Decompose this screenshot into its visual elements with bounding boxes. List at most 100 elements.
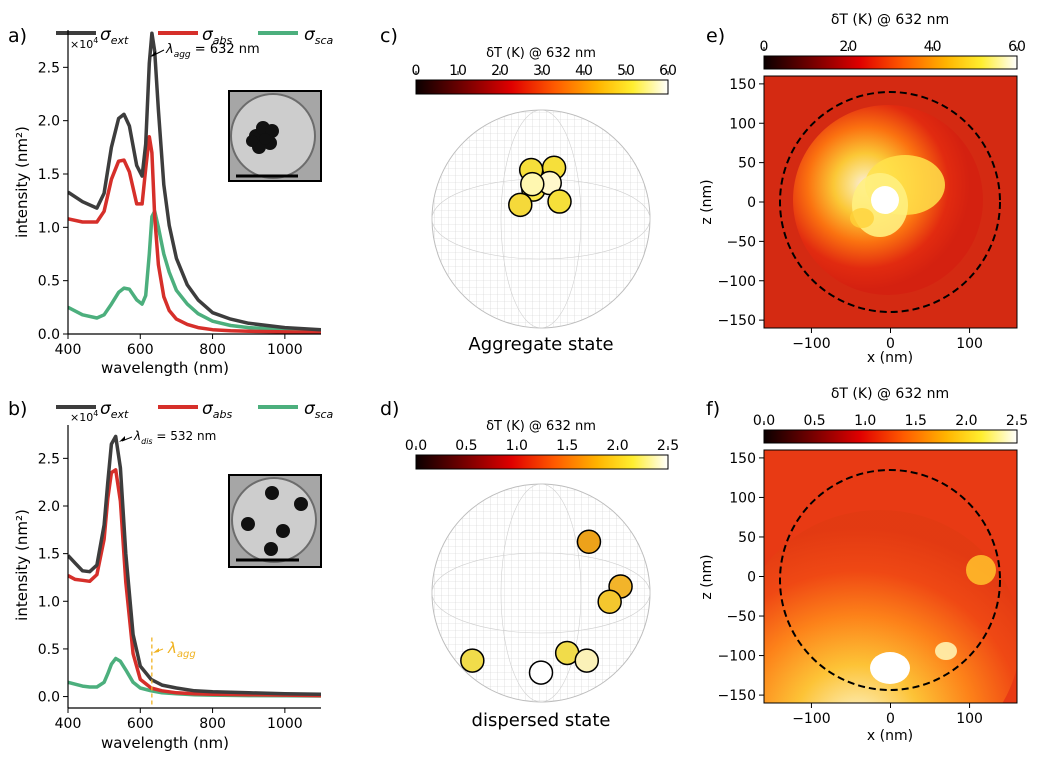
axes-f: −100 0 100 150 100 50 0 −50 −100 −150 xyxy=(718,451,983,727)
colorbar-title-f: δT (K) @ 632 nm xyxy=(831,386,949,402)
svg-text:σext: σext xyxy=(100,399,129,421)
colorbar-tick-label: 2.5 xyxy=(657,438,679,454)
xlabel-a: wavelength (nm) xyxy=(101,359,229,377)
legend-label-ext-b: σ xyxy=(100,399,112,419)
boundary-circle-e xyxy=(779,91,1001,313)
panel-b: b) σext σabs σsca ×104 400 600 800 10000.00… xyxy=(8,398,334,752)
colorbar-tick-label: 0.0 xyxy=(405,438,427,454)
x-tick-label: 100 xyxy=(956,711,983,727)
colorbar-tick-label: 20 xyxy=(839,39,857,55)
legend-sub-ext-b: ext xyxy=(111,408,129,421)
series-line-sigma-abs-a xyxy=(68,134,321,334)
colorbar-tick-label: 40 xyxy=(575,63,593,79)
colorbar-tick-label: 1.0 xyxy=(854,413,876,429)
svg-text:σsca: σsca xyxy=(304,25,334,47)
y-tick-label-a: 2.5 xyxy=(38,60,60,76)
y-tick-label-b: 0.0 xyxy=(38,690,60,706)
colorbar-ticks-e: 0 20 40 60 xyxy=(760,39,1026,55)
particle xyxy=(528,660,554,685)
colorbar-f xyxy=(763,429,1018,444)
colorbar-tick-label: 0.5 xyxy=(803,413,825,429)
colorbar-tick-label: 1.5 xyxy=(556,438,578,454)
colorbar-tick-label: 1.5 xyxy=(905,413,927,429)
legend-sub-abs-b: abs xyxy=(213,408,233,421)
x-tick-label-a: 600 xyxy=(127,342,154,358)
colorbar-tick-label: 30 xyxy=(533,63,551,79)
svg-text:σsca: σsca xyxy=(304,399,334,421)
y-tick-label: 50 xyxy=(738,156,756,172)
y-tick-label: −150 xyxy=(718,688,756,704)
series-line-sigma-ext-a xyxy=(68,31,321,332)
panel-d: d) δT (K) @ 632 nm 0.0 0.5 1.0 1.5 2.0 2.5 di… xyxy=(380,398,679,731)
colorbar-tick-label: 0 xyxy=(760,39,769,55)
colorbar-tick-label: 60 xyxy=(659,63,677,79)
multiplier-a: ×104 xyxy=(70,36,98,51)
inset-tem-b xyxy=(228,474,322,568)
y-tick-label: 0 xyxy=(747,570,756,586)
particle xyxy=(508,192,533,218)
particle xyxy=(574,648,600,673)
legend-b: σext σabs σsca xyxy=(56,399,334,421)
multiplier-b: ×104 xyxy=(70,409,98,424)
x-tick-label-b: 600 xyxy=(127,716,154,732)
colorbar-tick-label: 0.5 xyxy=(455,438,477,454)
particles-d xyxy=(460,529,633,685)
axes-e: −100 0 100 150 100 50 0 −50 −100 −150 xyxy=(718,77,983,352)
panel-f: f) δT (K) @ 632 nm 0.0 0.5 1.0 1.5 2.0 2.5 −1… xyxy=(699,386,1028,744)
panel-label-e: e) xyxy=(706,25,725,47)
y-tick-label-b: 2.5 xyxy=(38,451,60,467)
colorbar-tick-label: 2.0 xyxy=(955,413,977,429)
legend-label-sca: σ xyxy=(304,25,316,45)
ylabel-e: z (nm) xyxy=(699,179,715,224)
heatmap-e xyxy=(764,76,1017,328)
y-tick-label: 50 xyxy=(738,530,756,546)
legend-label-sca-b: σ xyxy=(304,399,316,419)
panel-a: a) σext σabs σsca ×104 400 600 800 10000.00… xyxy=(8,25,334,377)
y-tick-label-a: 2.0 xyxy=(38,114,60,130)
y-tick-label: 150 xyxy=(729,77,756,93)
panel-label-c: c) xyxy=(380,25,398,47)
particle xyxy=(547,189,572,214)
annotation-text-a: λagg = 632 nm xyxy=(165,42,260,60)
svg-text:σabs: σabs xyxy=(202,399,233,421)
panel-label-d: d) xyxy=(380,398,399,420)
legend-sub-sca-b: sca xyxy=(315,408,334,421)
x-tick-label-b: 400 xyxy=(55,716,82,732)
colorbar-ticks-d: 0.0 0.5 1.0 1.5 2.0 2.5 xyxy=(405,438,679,454)
series-line-sigma-ext-b xyxy=(68,434,321,696)
y-tick-label: −50 xyxy=(726,234,756,250)
plot-area-b xyxy=(68,434,321,708)
lambda-agg-label: λagg xyxy=(167,639,196,660)
svg-text:σext: σext xyxy=(100,25,129,47)
colorbar-tick-label: 40 xyxy=(924,39,942,55)
colorbar-tick-label: 60 xyxy=(1008,39,1026,55)
panel-label-b: b) xyxy=(8,398,27,420)
annotation-a: λagg = 632 nm xyxy=(150,42,260,60)
y-tick-label: 100 xyxy=(729,116,756,132)
svg-text:σabs: σabs xyxy=(202,25,233,47)
ylabel-a: intensity (nm²) xyxy=(13,126,31,238)
colorbar-c xyxy=(415,79,669,95)
y-tick-label-b: 0.5 xyxy=(38,642,60,658)
legend-sub-abs: abs xyxy=(213,34,233,47)
panel-e: e) δT (K) @ 632 nm 0 20 40 60 −100 0 100 150 10… xyxy=(699,12,1026,366)
y-tick-label-a: 1.5 xyxy=(38,167,60,183)
colorbar-e xyxy=(763,55,1018,70)
x-tick-label-a: 400 xyxy=(55,342,82,358)
particle xyxy=(460,648,485,673)
series-line-sigma-abs-b xyxy=(68,468,321,698)
colorbar-tick-label: 2.5 xyxy=(1006,413,1028,429)
y-tick-label: −50 xyxy=(726,609,756,625)
particle xyxy=(597,589,622,614)
panel-label-f: f) xyxy=(706,398,720,420)
x-tick-label: −100 xyxy=(792,711,830,727)
caption-c: Aggregate state xyxy=(468,334,613,355)
colorbar-tick-label: 0.0 xyxy=(753,413,775,429)
colorbar-title-c: δT (K) @ 632 nm xyxy=(486,46,596,61)
axes-b: 400 600 800 1000 0.0 0.5 1.0 1.5 2.0 2.5 xyxy=(38,425,321,732)
y-tick-label: −100 xyxy=(718,649,756,665)
legend-sub-sca: sca xyxy=(315,34,334,47)
panel-label-a: a) xyxy=(8,25,27,47)
y-tick-label-a: 0.5 xyxy=(38,274,60,290)
